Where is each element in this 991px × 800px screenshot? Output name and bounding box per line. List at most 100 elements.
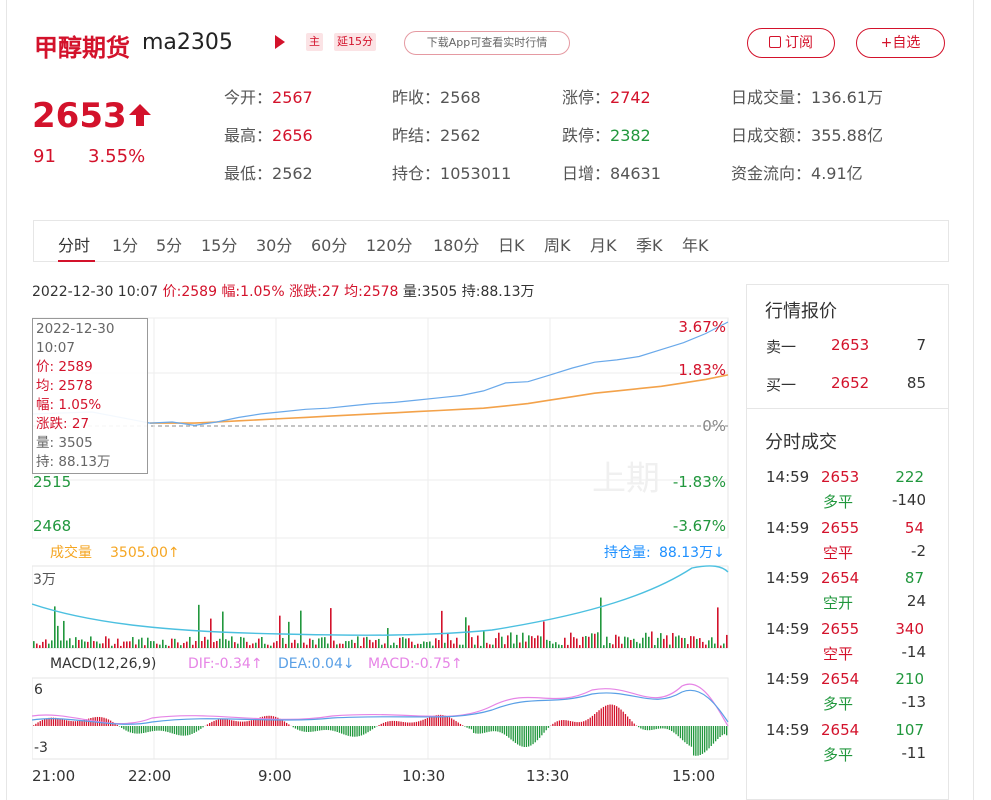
tab-period[interactable]: 季K [636, 236, 663, 255]
volume-bar [576, 638, 578, 648]
volume-bar [75, 637, 77, 648]
macd-histogram-bar [352, 726, 354, 737]
x-tick-label: 13:30 [526, 767, 569, 784]
tab-period[interactable]: 30分 [256, 236, 293, 255]
macd-histogram-bar [420, 720, 422, 726]
tab-period[interactable]: 年K [682, 236, 709, 255]
volume-bar [375, 640, 377, 648]
tooltip-chg: 27 [71, 416, 90, 432]
subscribe-label: 订阅 [785, 35, 813, 51]
macd-histogram-bar [165, 726, 167, 732]
macd-histogram-bar [477, 726, 479, 734]
add-watchlist-button[interactable]: +自选 [856, 28, 945, 58]
macd-plot-frame [32, 677, 729, 760]
tab-period[interactable]: 日K [498, 236, 525, 255]
tab-intraday[interactable]: 分时 [58, 236, 91, 255]
tab-period[interactable]: 1分 [112, 236, 139, 255]
volume-bar [408, 638, 410, 648]
volume-bar [339, 643, 341, 648]
subscribe-button[interactable]: 订阅 [747, 28, 835, 58]
macd-histogram-bar [39, 721, 41, 726]
volume-bar [486, 642, 488, 648]
macd-histogram-bar [57, 718, 59, 726]
volume-bar [78, 639, 80, 648]
macd-histogram-bar [233, 720, 235, 726]
volume-bar [558, 644, 560, 648]
volume-bar [210, 618, 212, 648]
macd-histogram-bar [239, 721, 242, 726]
macd-histogram-bar [673, 726, 675, 733]
volume-bar [540, 636, 542, 648]
macd-histogram-bar [257, 718, 259, 726]
volume-bar [495, 638, 497, 648]
tab-period[interactable]: 180分 [433, 236, 480, 255]
volume-bar [477, 635, 479, 648]
macd-histogram-bar [33, 725, 35, 726]
tab-period[interactable]: 60分 [311, 236, 348, 255]
tab-period[interactable]: 15分 [201, 236, 238, 255]
macd-histogram-bar [129, 726, 132, 733]
stat-label: 昨结： [392, 126, 441, 145]
tab-period[interactable]: 月K [590, 236, 617, 255]
stat-item: 昨结：2562 [392, 122, 481, 146]
tab-period[interactable]: 120分 [366, 236, 413, 255]
volume-bar [189, 636, 191, 648]
volume-bar [372, 642, 374, 648]
macd-histogram-bar [341, 726, 343, 734]
macd-histogram-bar [464, 726, 466, 727]
volume-bar [399, 637, 401, 648]
macd-histogram-bar [200, 726, 202, 729]
macd-histogram-bar [147, 726, 149, 733]
volume-bar [396, 644, 398, 648]
volume-bar [645, 632, 647, 648]
volume-bar [204, 636, 206, 648]
volume-bar [684, 638, 686, 648]
macd-histogram-bar [123, 726, 125, 730]
macd-histogram-bar [231, 720, 233, 726]
macd-histogram-bar [398, 721, 400, 726]
volume-bar [342, 643, 344, 648]
volume-bar [366, 636, 368, 648]
volume-bar [69, 638, 71, 648]
volume-bar [666, 635, 668, 648]
stat-value: 4.91亿 [811, 164, 863, 183]
macd-histogram-bar [294, 726, 297, 729]
volume-bar [267, 644, 269, 648]
macd-histogram-bar [490, 726, 492, 732]
trade-type: 空开 [823, 594, 854, 612]
macd-histogram-bar [712, 726, 715, 744]
volume-bar [498, 632, 500, 648]
macd-histogram-bar [400, 721, 402, 726]
macd-histogram-bar [528, 726, 530, 747]
volume-bar [198, 604, 200, 648]
macd-histogram-bar [156, 726, 158, 731]
macd-histogram-bar [686, 726, 688, 745]
play-icon[interactable] [275, 35, 285, 49]
macd-histogram-bar [543, 726, 545, 733]
stat-item: 跌停：2382 [562, 122, 651, 146]
macd-histogram-bar [292, 726, 294, 728]
download-app-link[interactable]: 下载App可查看实时行情 [404, 31, 570, 55]
volume-bar [630, 639, 632, 648]
macd-histogram-bar [591, 715, 594, 726]
macd-histogram-bar [642, 726, 644, 730]
crosshair-info-bar: 2022-12-30 10:07 价:2589 幅:1.05% 涨跌:27 均:… [32, 281, 535, 301]
volume-bar [588, 636, 590, 648]
macd-histogram-bar [358, 726, 360, 737]
macd-histogram-bar [508, 726, 510, 738]
stat-value: 2562 [272, 164, 313, 183]
volume-bar [84, 641, 86, 648]
tab-period[interactable]: 周K [544, 236, 571, 255]
macd-histogram-bar [657, 726, 660, 729]
info-price-label: 价: [162, 284, 182, 300]
volume-bar [66, 640, 68, 648]
stat-label: 今开： [224, 88, 273, 107]
volume-bar [96, 641, 98, 648]
macd-histogram-bar [666, 726, 668, 730]
macd-histogram-bar [475, 726, 477, 734]
tab-period[interactable]: 5分 [156, 236, 183, 255]
macd-histogram-bar [539, 726, 541, 738]
macd-histogram-bar [690, 726, 693, 747]
intraday-chart[interactable]: 上期 3.67% 1.83% 0% -1.83% -3.67% 2515 2468 成交量 350… [32, 314, 732, 784]
macd-histogram-bar [151, 726, 154, 732]
